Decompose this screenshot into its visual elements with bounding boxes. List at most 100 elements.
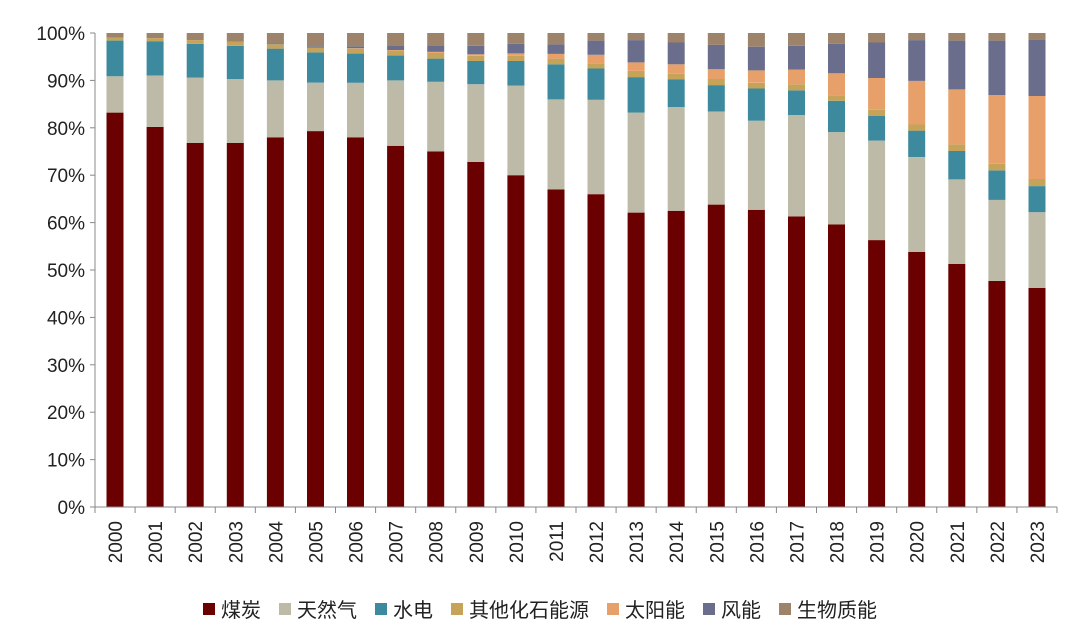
x-tick-label: 2015 — [707, 521, 728, 563]
y-tick-label: 60% — [47, 214, 85, 235]
bar-segment-2000-s3 — [106, 37, 124, 41]
bar-segment-2004-s0 — [266, 137, 284, 508]
legend-swatch — [779, 602, 791, 615]
x-tick-label: 2017 — [787, 521, 808, 563]
bar-segment-2014-s1 — [667, 106, 685, 211]
x-tick-label: 2010 — [507, 521, 528, 563]
bar-segment-2008-s3 — [427, 52, 445, 59]
bar-segment-2011-s2 — [547, 64, 565, 100]
x-tick-label: 2003 — [226, 521, 247, 563]
bar-segment-2006-s1 — [347, 82, 364, 138]
bar-segment-2013-s5 — [627, 40, 645, 63]
x-tick-label: 2008 — [427, 521, 448, 563]
x-tick-label: 2011 — [547, 521, 568, 562]
bar-segment-2021-s3 — [948, 144, 966, 151]
bar-segment-2015-s3 — [707, 79, 725, 86]
bar-segment-2012-s6 — [587, 33, 605, 41]
bar-segment-2014-s2 — [667, 79, 685, 107]
bar-segment-2011-s6 — [547, 33, 565, 45]
bar-segment-2015-s5 — [707, 44, 725, 70]
legend-swatch — [607, 602, 619, 615]
legend-swatch — [203, 602, 215, 615]
bar-segment-2009-s3 — [467, 55, 485, 61]
x-tick-label: 2023 — [1028, 521, 1049, 563]
x-tick-label: 2006 — [347, 521, 368, 563]
bar-segment-2022-s1 — [988, 199, 1006, 281]
bar-segment-2013-s6 — [627, 33, 645, 41]
bar-segment-2003-s0 — [226, 143, 244, 507]
bar-segment-2017-s1 — [788, 115, 805, 217]
bar-segment-2018-s2 — [828, 100, 845, 133]
bar-segment-2010-s1 — [507, 85, 525, 176]
bar-segment-2009-s2 — [467, 61, 485, 85]
bar-segment-2008-s2 — [427, 58, 445, 82]
x-tick-label: 2007 — [387, 521, 408, 563]
bar-segment-2009-s6 — [467, 33, 485, 46]
bar-segment-2016-s3 — [747, 82, 765, 89]
y-tick-label: 70% — [47, 166, 85, 187]
bar-segment-2016-s6 — [747, 33, 765, 47]
bar-segment-2018-s3 — [828, 95, 845, 101]
bar-segment-2020-s5 — [908, 40, 926, 81]
bar-segment-2009-s5 — [467, 45, 485, 55]
bar-segment-2015-s0 — [707, 204, 725, 507]
bar-segment-2008-s1 — [427, 81, 445, 152]
bar-segment-2019-s2 — [868, 116, 886, 141]
bar-segment-2010-s5 — [507, 43, 525, 54]
y-tick-label: 10% — [47, 451, 85, 472]
bar-segment-2001-s1 — [146, 75, 164, 127]
bar-segment-2016-s5 — [747, 46, 765, 71]
bar-segment-2004-s1 — [266, 80, 284, 138]
bar-segment-2022-s6 — [988, 33, 1006, 41]
legend-swatch — [375, 602, 387, 615]
bar-segment-2013-s4 — [627, 62, 645, 71]
bar-segment-2017-s3 — [788, 84, 805, 91]
chart-legend: 煤炭 天然气 水电 其他化石能源 太阳能 风能 生物质能 — [0, 594, 1080, 623]
bar-segment-2021-s5 — [948, 40, 966, 90]
bar-segment-2003-s3 — [226, 41, 244, 46]
legend-label: 其他化石能源 — [469, 598, 589, 622]
y-tick-label: 90% — [47, 71, 85, 92]
bar-segment-2005-s0 — [307, 131, 324, 507]
y-tick-label: 80% — [47, 119, 85, 140]
bar-segment-2001-s0 — [146, 126, 164, 508]
bar-segment-2015-s1 — [707, 111, 725, 205]
bar-segment-2014-s5 — [667, 42, 685, 65]
bar-segment-2000-s1 — [106, 76, 124, 113]
bar-segment-2011-s1 — [547, 99, 565, 190]
x-tick-label: 2013 — [627, 521, 648, 563]
bar-segment-2023-s0 — [1028, 288, 1046, 507]
bar-segment-2013-s3 — [627, 70, 645, 78]
legend-label: 太阳能 — [625, 598, 685, 622]
legend-item: 天然气 — [279, 594, 357, 623]
y-tick-label: 40% — [47, 308, 85, 329]
bar-segment-2002-s0 — [186, 143, 204, 507]
bar-segment-2002-s6 — [186, 33, 204, 41]
x-tick-label: 2002 — [186, 521, 207, 563]
bar-segment-2016-s0 — [747, 209, 765, 508]
bar-segment-2012-s1 — [587, 99, 605, 195]
bar-segment-2002-s2 — [186, 43, 204, 78]
bar-segment-2021-s4 — [948, 89, 966, 145]
y-tick-label: 30% — [47, 356, 85, 377]
bar-segment-2011-s4 — [547, 53, 565, 59]
bar-segment-2011-s0 — [547, 189, 565, 507]
bar-segment-2006-s2 — [347, 53, 364, 83]
bar-segment-2005-s5 — [307, 46, 324, 48]
bar-segment-2001-s2 — [146, 41, 164, 76]
bar-segment-2013-s2 — [627, 77, 645, 113]
bar-segment-2000-s6 — [106, 33, 124, 38]
bar-segment-2006-s0 — [347, 137, 364, 508]
bar-segment-2014-s0 — [667, 210, 685, 508]
x-tick-label: 2016 — [747, 521, 768, 563]
bar-segment-2008-s0 — [427, 151, 445, 507]
bar-segment-2007-s1 — [387, 80, 405, 146]
bar-segment-2017-s6 — [788, 33, 805, 46]
bar-segment-2015-s2 — [707, 85, 725, 112]
x-tick-label: 2019 — [868, 521, 889, 563]
bar-segment-2004-s6 — [266, 33, 284, 44]
bar-segment-2007-s4 — [387, 50, 405, 51]
bar-segment-2004-s2 — [266, 48, 284, 81]
bar-segment-2010-s3 — [507, 55, 525, 61]
bar-segment-2005-s2 — [307, 52, 324, 83]
